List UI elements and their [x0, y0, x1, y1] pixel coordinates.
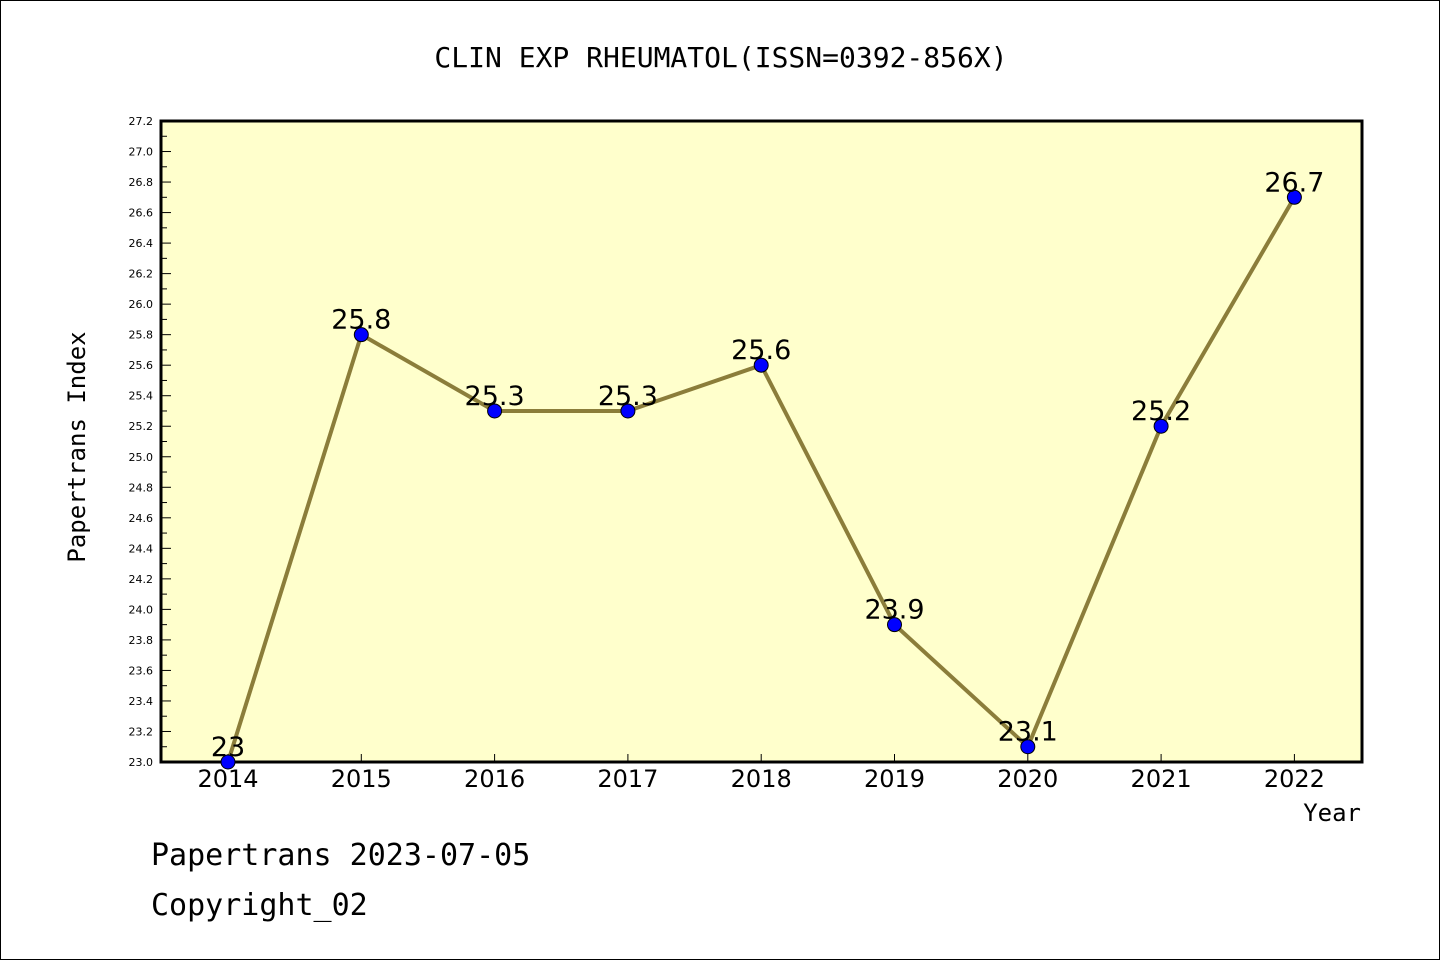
- y-axis-ticks: 23.0 23.2 23.4 23.6 23.8 24.0 24.2 24.4 24.6 24.8…: [129, 115, 171, 769]
- y-tick-label: 23.0: [129, 756, 154, 769]
- y-tick-label: 27.2: [129, 115, 154, 128]
- y-tick-label: 23.6: [129, 664, 154, 677]
- footer-copyright: Copyright_02: [151, 888, 368, 923]
- data-point: [353, 327, 369, 343]
- x-tick-label: 2017: [597, 765, 658, 793]
- x-axis-label: Year: [1303, 799, 1361, 827]
- y-tick-label: 25.4: [129, 390, 154, 403]
- data-point: [1286, 189, 1302, 205]
- data-label: 23.9: [864, 595, 924, 626]
- x-tick-label: 2014: [197, 765, 258, 793]
- x-tick-label: 2015: [331, 765, 392, 793]
- data-label: 25.3: [598, 381, 658, 412]
- x-axis-ticks: 2014 2015 2016 2017 2018 2019 2020 2021 2022: [197, 754, 1325, 793]
- y-tick-label: 25.2: [129, 420, 154, 433]
- x-tick-label: 2022: [1264, 765, 1325, 793]
- y-tick-label: 24.8: [129, 481, 154, 494]
- data-point: [620, 403, 636, 419]
- y-tick-label: 23.8: [129, 634, 154, 647]
- data-label: 25.3: [465, 381, 525, 412]
- y-tick-label: 26.8: [129, 176, 154, 189]
- footer-date: Papertrans 2023-07-05: [151, 838, 530, 873]
- y-tick-label: 23.2: [129, 725, 154, 738]
- y-tick-label: 24.2: [129, 573, 154, 586]
- data-label: 25.8: [331, 305, 391, 336]
- y-axis-label: Papertrans Index: [63, 331, 91, 562]
- y-tick-label: 26.2: [129, 268, 154, 281]
- data-point: [887, 617, 902, 633]
- x-tick-label: 2021: [1131, 765, 1192, 793]
- y-tick-label: 27.0: [129, 146, 154, 159]
- y-tick-label: 26.0: [129, 298, 154, 311]
- y-tick-label: 25.8: [129, 329, 154, 342]
- y-tick-label: 26.4: [129, 237, 154, 250]
- data-point: [487, 403, 503, 419]
- series-group: [220, 189, 1302, 770]
- data-label: 23: [211, 732, 245, 763]
- y-tick-label: 25.0: [129, 451, 154, 464]
- x-tick-label: 2016: [464, 765, 525, 793]
- y-tick-label: 26.6: [129, 207, 154, 220]
- x-tick-label: 2018: [731, 765, 792, 793]
- x-tick-label: 2019: [864, 765, 925, 793]
- data-label: 25.2: [1131, 396, 1191, 427]
- chart-title: CLIN EXP RHEUMATOL(ISSN=0392-856X): [434, 41, 1007, 74]
- data-point: [753, 357, 769, 373]
- y-tick-label: 25.6: [129, 359, 154, 372]
- data-point: [220, 754, 236, 770]
- data-point: [1020, 739, 1036, 755]
- y-tick-label: 23.4: [129, 695, 154, 708]
- data-label: 26.7: [1264, 167, 1324, 198]
- data-point: [1153, 418, 1169, 434]
- y-tick-label: 24.4: [129, 542, 154, 555]
- y-tick-label: 24.0: [129, 603, 154, 616]
- data-label: 25.6: [731, 335, 791, 366]
- data-labels: 23 25.8 25.3 25.3 25.6 23.9 23.1 25.2 26.7: [211, 167, 1325, 763]
- x-tick-label: 2020: [997, 765, 1058, 793]
- data-label: 23.1: [998, 717, 1058, 748]
- y-tick-label: 24.6: [129, 512, 154, 525]
- plot-area: [159, 119, 1364, 764]
